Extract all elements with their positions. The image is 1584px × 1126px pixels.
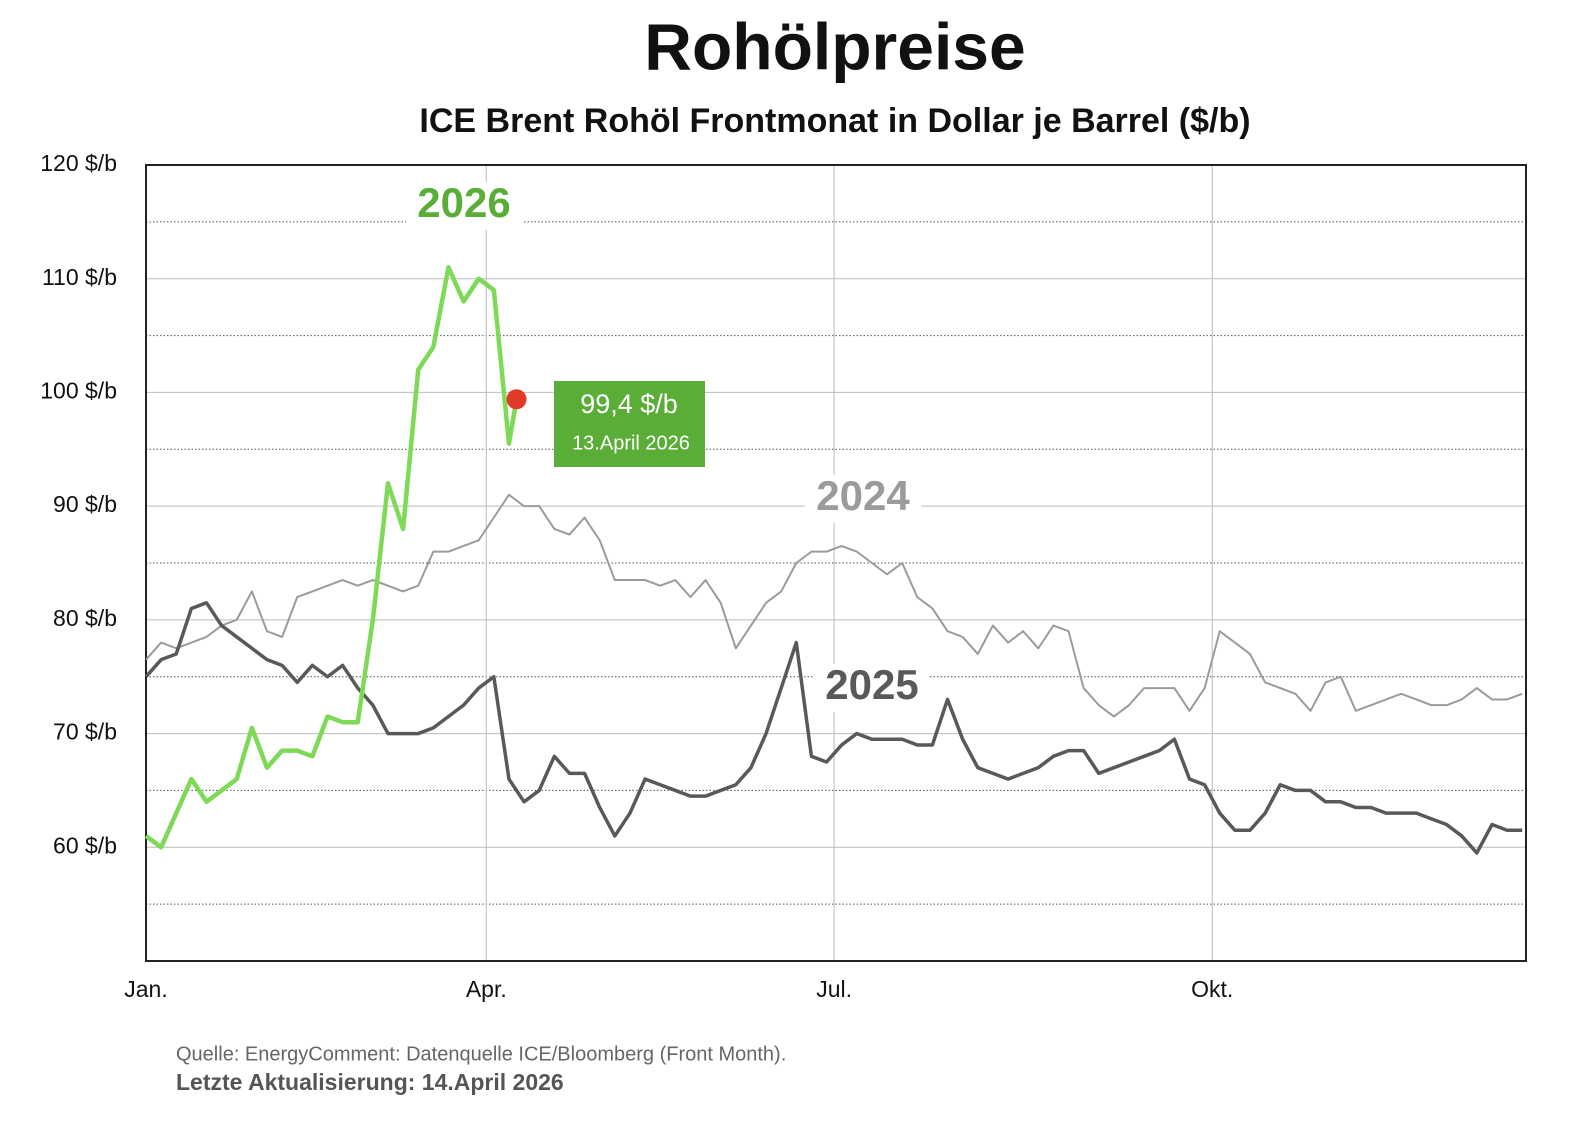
y-tick-label: 90 $/b (53, 491, 117, 517)
annotation-value: 99,4 $/b (580, 389, 678, 419)
series-label: 2026 (417, 179, 510, 226)
series-line (144, 265, 519, 850)
y-tick-label: 120 $/b (40, 150, 117, 176)
x-tick-label: Okt. (1191, 976, 1233, 1002)
annotation-date: 13.April 2026 (572, 432, 690, 454)
x-tick-label: Jul. (816, 976, 852, 1002)
series-label-bg (805, 475, 921, 523)
x-tick-label: Apr. (466, 976, 507, 1002)
chart-subtitle: ICE Brent Rohöl Frontmonat in Dollar je … (419, 102, 1250, 140)
plot-frame (145, 164, 1527, 962)
series-line (144, 601, 1523, 855)
y-tick-label: 100 $/b (40, 378, 117, 404)
annotation-box (554, 381, 705, 467)
series-label-bg (406, 182, 522, 230)
update-note: Letzte Aktualisierung: 14.April 2026 (176, 1069, 564, 1095)
y-tick-label: 80 $/b (53, 605, 117, 631)
series-label: 2025 (825, 661, 918, 708)
y-tick-label: 70 $/b (53, 719, 117, 745)
series-label-bg (814, 664, 930, 712)
last-point (506, 389, 527, 410)
series-label: 2024 (816, 472, 910, 519)
x-tick-label: Jan. (124, 976, 167, 1002)
y-tick-label: 60 $/b (53, 832, 117, 858)
y-tick-label: 110 $/b (42, 264, 117, 290)
chart-title: Rohölpreise (644, 9, 1025, 83)
source-note: Quelle: EnergyComment: Datenquelle ICE/B… (176, 1043, 786, 1065)
